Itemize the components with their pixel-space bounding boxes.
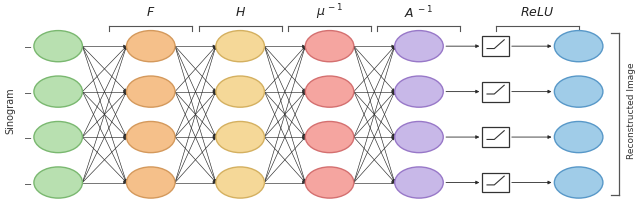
Text: $\mathit{A}^{\,-1}$: $\mathit{A}^{\,-1}$: [404, 4, 433, 21]
Text: Reconstructed Image: Reconstructed Image: [627, 63, 636, 160]
Ellipse shape: [305, 121, 354, 153]
Ellipse shape: [216, 31, 264, 62]
Text: $-$: $-$: [23, 87, 32, 97]
Ellipse shape: [395, 31, 444, 62]
Text: $-$: $-$: [23, 178, 32, 187]
Ellipse shape: [216, 167, 264, 198]
Ellipse shape: [554, 76, 603, 107]
Ellipse shape: [554, 167, 603, 198]
Text: $\mathit{ReLU}$: $\mathit{ReLU}$: [520, 6, 554, 19]
Bar: [482, 82, 509, 102]
Ellipse shape: [216, 76, 264, 107]
Bar: [482, 127, 509, 147]
Ellipse shape: [34, 121, 83, 153]
Ellipse shape: [127, 121, 175, 153]
Ellipse shape: [554, 121, 603, 153]
Ellipse shape: [305, 31, 354, 62]
Ellipse shape: [127, 167, 175, 198]
Text: $-$: $-$: [23, 41, 32, 51]
Ellipse shape: [34, 31, 83, 62]
Text: $\mathit{F}$: $\mathit{F}$: [146, 6, 156, 19]
Ellipse shape: [395, 76, 444, 107]
Ellipse shape: [305, 167, 354, 198]
Ellipse shape: [395, 167, 444, 198]
Bar: [482, 172, 509, 192]
Ellipse shape: [395, 121, 444, 153]
Ellipse shape: [34, 167, 83, 198]
Ellipse shape: [34, 76, 83, 107]
Text: Sinogram: Sinogram: [5, 88, 15, 134]
Ellipse shape: [216, 121, 264, 153]
Bar: [482, 36, 509, 56]
Ellipse shape: [127, 31, 175, 62]
Ellipse shape: [554, 31, 603, 62]
Text: $\mathit{\mu}^{\,-1}$: $\mathit{\mu}^{\,-1}$: [316, 3, 344, 22]
Text: $\mathit{H}$: $\mathit{H}$: [235, 6, 246, 19]
Ellipse shape: [127, 76, 175, 107]
Ellipse shape: [305, 76, 354, 107]
Text: $-$: $-$: [23, 132, 32, 142]
